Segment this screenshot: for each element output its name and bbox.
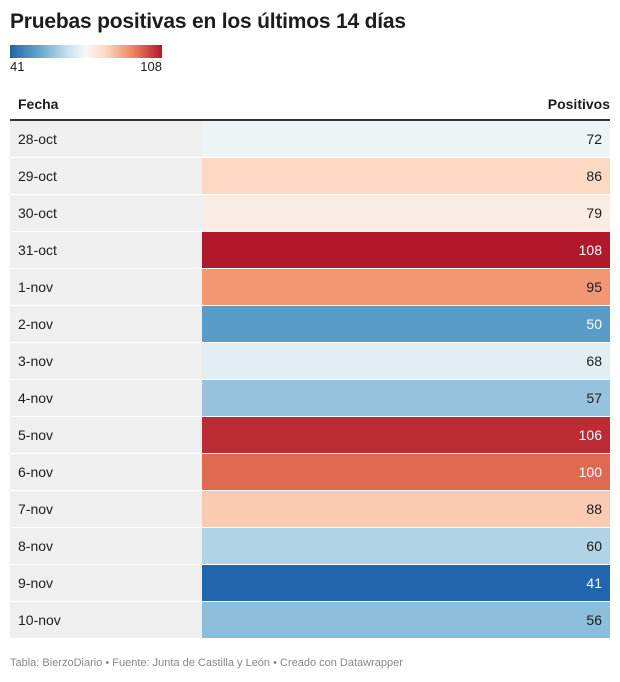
legend-max-label: 108	[140, 59, 162, 74]
table-row: 10-nov 56	[10, 602, 610, 639]
source-footer: Tabla: BierzoDiario • Fuente: Junta de C…	[10, 657, 403, 669]
table-row: 9-nov 41	[10, 565, 610, 602]
date-cell: 8-nov	[10, 528, 202, 564]
table-row: 2-nov 50	[10, 306, 610, 343]
chart-title: Pruebas positivas en los últimos 14 días	[10, 10, 406, 33]
table-row: 6-nov 100	[10, 454, 610, 491]
value-cell: 86	[202, 158, 610, 194]
value-cell: 41	[202, 565, 610, 601]
table-row: 7-nov 88	[10, 491, 610, 528]
data-table: Fecha Positivos 28-oct 72 29-oct 86 30-oct 79…	[10, 92, 610, 639]
date-cell: 28-oct	[10, 121, 202, 157]
table-row: 29-oct 86	[10, 158, 610, 195]
table-row: 30-oct 79	[10, 195, 610, 232]
date-cell: 5-nov	[10, 417, 202, 453]
table-row: 8-nov 60	[10, 528, 610, 565]
value-cell: 79	[202, 195, 610, 231]
value-cell: 100	[202, 454, 610, 490]
table-row: 1-nov 95	[10, 269, 610, 306]
date-cell: 3-nov	[10, 343, 202, 379]
date-cell: 10-nov	[10, 602, 202, 638]
value-cell: 60	[202, 528, 610, 564]
table-header: Fecha Positivos	[10, 92, 610, 121]
date-cell: 9-nov	[10, 565, 202, 601]
table-row: 3-nov 68	[10, 343, 610, 380]
date-cell: 7-nov	[10, 491, 202, 527]
value-cell: 57	[202, 380, 610, 416]
value-cell: 88	[202, 491, 610, 527]
column-header-fecha[interactable]: Fecha	[18, 96, 59, 112]
legend-gradient-bar	[10, 45, 162, 58]
value-cell: 108	[202, 232, 610, 268]
date-cell: 29-oct	[10, 158, 202, 194]
date-cell: 1-nov	[10, 269, 202, 305]
date-cell: 30-oct	[10, 195, 202, 231]
table-row: 28-oct 72	[10, 121, 610, 158]
column-header-positivos[interactable]: Positivos	[547, 96, 610, 112]
color-legend: 41 108	[10, 45, 162, 74]
table-row: 31-oct 108	[10, 232, 610, 269]
date-cell: 31-oct	[10, 232, 202, 268]
table-body: 28-oct 72 29-oct 86 30-oct 79 31-oct 108 1-nov 95…	[10, 121, 610, 639]
date-cell: 2-nov	[10, 306, 202, 342]
date-cell: 6-nov	[10, 454, 202, 490]
table-row: 4-nov 57	[10, 380, 610, 417]
value-cell: 68	[202, 343, 610, 379]
value-cell: 106	[202, 417, 610, 453]
date-cell: 4-nov	[10, 380, 202, 416]
value-cell: 56	[202, 602, 610, 638]
table-row: 5-nov 106	[10, 417, 610, 454]
value-cell: 50	[202, 306, 610, 342]
value-cell: 95	[202, 269, 610, 305]
value-cell: 72	[202, 121, 610, 157]
legend-min-label: 41	[10, 59, 25, 74]
